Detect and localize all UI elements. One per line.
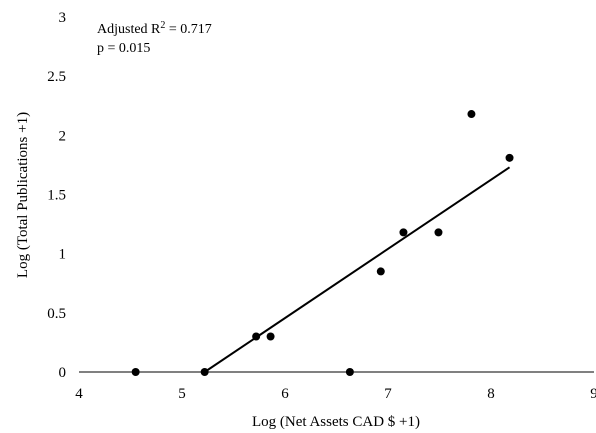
data-point xyxy=(252,332,261,341)
y-tick-label: 1.5 xyxy=(47,188,66,204)
p-value-annotation: p = 0.015 xyxy=(97,41,150,56)
x-tick-label: 5 xyxy=(178,386,186,402)
r-squared-annotation: Adjusted R2 = 0.717 xyxy=(97,20,212,37)
data-point xyxy=(467,110,476,119)
y-tick-label: 2 xyxy=(59,128,67,144)
data-point xyxy=(505,153,514,162)
data-point xyxy=(376,267,385,276)
x-tick-label: 4 xyxy=(75,386,83,402)
x-tick-label: 6 xyxy=(281,386,289,402)
r2-superscript: 2 xyxy=(160,20,165,31)
data-point xyxy=(434,228,443,237)
trendline xyxy=(204,166,511,373)
y-tick-label: 3 xyxy=(59,10,67,26)
y-tick-label: 0.5 xyxy=(47,306,66,322)
x-tick-label: 7 xyxy=(384,386,392,402)
y-tick-label: 0 xyxy=(59,365,67,381)
data-point xyxy=(200,368,209,376)
data-point xyxy=(399,228,408,237)
data-points xyxy=(131,110,514,376)
data-point xyxy=(345,368,354,376)
data-point xyxy=(131,368,140,376)
x-tick-label: 9 xyxy=(590,386,596,402)
x-tick-label: 8 xyxy=(487,386,495,402)
y-axis-title: Log (Total Publications +1) xyxy=(15,112,31,278)
x-axis-title: Log (Net Assets CAD $ +1) xyxy=(252,414,420,430)
r2-prefix: Adjusted R xyxy=(97,22,161,37)
y-axis-ticks: 0 0.5 1 1.5 2 2.5 3 xyxy=(47,10,66,381)
y-tick-label: 2.5 xyxy=(47,69,66,85)
data-point xyxy=(266,332,275,341)
x-axis-ticks: 4 5 6 7 8 9 xyxy=(75,386,596,402)
r2-value: = 0.717 xyxy=(165,22,211,37)
y-tick-label: 1 xyxy=(59,247,67,263)
